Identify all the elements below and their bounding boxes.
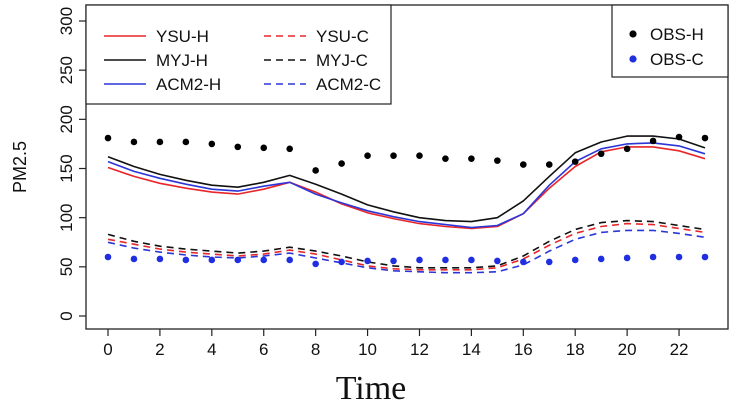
point-obs-h [208, 140, 216, 148]
point-obs-h [156, 138, 164, 146]
x-axis-title: Time [336, 370, 407, 406]
point-obs-h [623, 145, 631, 153]
point-obs-c [156, 255, 164, 263]
x-axis: 0 2 4 6 8 10 12 14 16 18 20 22 [103, 329, 689, 359]
point-obs-h [649, 137, 657, 145]
legend-label-acm2-h: ACM2-H [156, 75, 221, 94]
legend-left-box [85, 4, 392, 105]
point-obs-h [312, 167, 319, 174]
point-obs-h [104, 134, 112, 142]
point-obs-c [416, 256, 423, 264]
legend-label-obs-h: OBS-H [650, 25, 704, 44]
x-tick-label: 4 [207, 340, 216, 359]
point-obs-h [416, 152, 423, 160]
x-tick-label: 0 [103, 340, 112, 359]
legend-label-myj-h: MYJ-H [156, 51, 208, 70]
y-tick-label: 250 [57, 56, 76, 84]
legend-label-obs-c: OBS-C [650, 50, 704, 69]
point-obs-c [260, 256, 268, 264]
point-obs-c [442, 256, 449, 264]
point-obs-h [130, 138, 138, 146]
point-obs-c [597, 255, 605, 263]
plot-frame [85, 4, 729, 330]
point-obs-c [364, 257, 371, 265]
point-obs-h [545, 161, 553, 168]
point-obs-c [520, 258, 527, 266]
y-tick-label: 50 [57, 257, 76, 276]
point-obs-c [571, 256, 579, 264]
point-obs-c [208, 256, 216, 264]
legend-label-acm2-c: ACM2-C [316, 75, 381, 94]
y-tick-label: 150 [57, 154, 76, 182]
point-obs-h [286, 145, 293, 153]
y-tick-label: 100 [57, 203, 76, 231]
legend-right-box [611, 4, 729, 78]
point-obs-h [260, 144, 268, 152]
x-tick-label: 20 [618, 340, 637, 359]
point-obs-c [545, 258, 553, 266]
line-acm2-c [107, 229, 706, 274]
x-tick-label: 22 [670, 340, 689, 359]
y-tick-label: 300 [57, 7, 76, 35]
point-obs-h [675, 133, 683, 141]
point-obs-c [701, 253, 709, 261]
legend-right: OBS-H OBS-C [611, 4, 729, 78]
point-obs-c [649, 253, 657, 261]
point-obs-h [701, 134, 709, 142]
legend-swatch-obs-h [629, 30, 637, 38]
legend-label-ysu-h: YSU-H [156, 27, 209, 46]
legend-left: YSU-H YSU-C MYJ-H MYJ-C ACM2-H ACM2-C [85, 4, 392, 105]
point-obs-h [364, 152, 371, 160]
point-obs-c [286, 256, 293, 264]
legend-swatch-obs-c [629, 55, 637, 63]
point-obs-c [494, 257, 501, 265]
x-tick-label: 8 [311, 340, 320, 359]
point-obs-h [494, 157, 501, 164]
point-obs-h [520, 161, 527, 168]
line-ysu-c [107, 222, 706, 271]
line-myj-h [107, 135, 706, 223]
point-obs-c [104, 253, 112, 261]
legend-label-ysu-c: YSU-C [316, 27, 369, 46]
x-tick-label: 6 [259, 340, 268, 359]
x-tick-label: 14 [462, 340, 481, 359]
point-obs-h [182, 138, 190, 146]
x-tick-label: 16 [514, 340, 533, 359]
point-obs-h [571, 158, 579, 165]
y-tick-label: 0 [57, 311, 76, 320]
y-axis-title: PM2.5 [10, 141, 30, 193]
legend-label-myj-c: MYJ-C [316, 51, 368, 70]
point-obs-h [442, 155, 449, 162]
point-obs-c [312, 260, 319, 268]
x-tick-label: 2 [155, 340, 164, 359]
x-tick-label: 10 [358, 340, 377, 359]
y-tick-label: 200 [57, 105, 76, 133]
point-obs-h [390, 152, 397, 160]
point-obs-c [338, 258, 345, 266]
point-obs-c [468, 256, 475, 264]
point-obs-h [468, 155, 475, 162]
line-ysu-h [107, 146, 706, 230]
line-myj-c [107, 219, 706, 269]
point-obs-c [390, 257, 397, 265]
point-obs-c [130, 255, 138, 263]
point-obs-h [338, 160, 345, 167]
point-obs-c [182, 256, 190, 264]
point-obs-c [675, 253, 683, 261]
point-obs-c [234, 256, 242, 264]
series-layer [104, 133, 709, 274]
point-obs-c [623, 254, 631, 262]
line-acm2-h [107, 142, 706, 229]
point-obs-h [234, 143, 242, 151]
x-tick-label: 18 [566, 340, 585, 359]
x-tick-label: 12 [410, 340, 429, 359]
point-obs-h [597, 150, 605, 158]
y-axis: 0 50 100 150 200 250 300 [57, 7, 86, 321]
